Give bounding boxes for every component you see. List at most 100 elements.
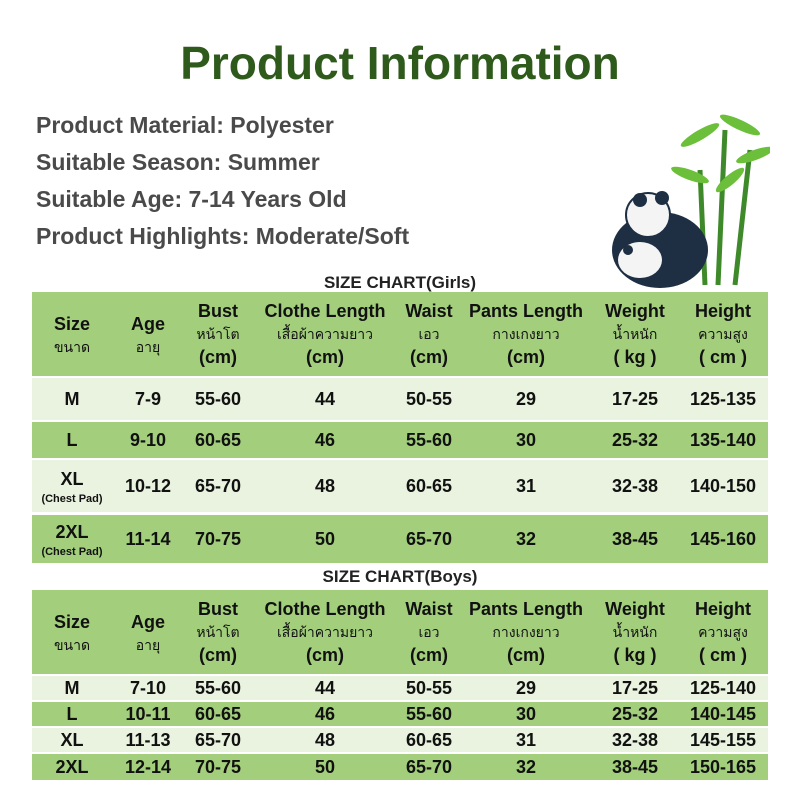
- header-text: ( kg ): [613, 347, 657, 368]
- table-cell: 50-55: [405, 388, 453, 409]
- size-cell: M: [32, 676, 112, 700]
- header-text: ( cm ): [698, 347, 747, 368]
- header-cell: Pants Length กางเกงยาว (cm): [460, 292, 592, 376]
- panda-bamboo-illustration: [612, 114, 770, 288]
- table-caption: SIZE CHART(Boys): [322, 567, 478, 586]
- table-row: L 9-10 60-65 46 55-60 30 25-32 135-140: [32, 422, 768, 458]
- size-text: 2XL: [55, 756, 89, 777]
- size-cell: XL (Chest Pad): [32, 460, 112, 512]
- size-text: XL: [60, 468, 84, 489]
- table-row: 2XL (Chest Pad) 11-14 70-75 50 65-70 32 38-45 14…: [32, 515, 768, 563]
- header-text: ขนาด: [53, 636, 91, 653]
- header-text: (cm): [305, 347, 344, 368]
- header-cell: Waist เอว (cm): [398, 292, 460, 376]
- header-text: Bust: [198, 598, 238, 619]
- header-text: เอว: [418, 325, 440, 342]
- info-line: Product Highlights: Moderate/Soft: [36, 223, 410, 249]
- header-cell: Bust หน้าโต (cm): [184, 590, 252, 674]
- header-text: Pants Length: [468, 598, 583, 619]
- header-text: เสื้อผ้าความยาว: [276, 623, 374, 640]
- header-text: Waist: [405, 300, 453, 321]
- header-text: Weight: [605, 300, 665, 321]
- header-cell: Clothe Length เสื้อผ้าความยาว (cm): [252, 292, 398, 376]
- header-text: ( cm ): [698, 645, 747, 666]
- header-text: Age: [130, 313, 165, 334]
- table-row: 2XL 12-14 70-75 50 65-70 32 38-45 150-165: [32, 754, 768, 780]
- table-cell: 44: [314, 388, 336, 409]
- table-cell: 25-32: [611, 429, 659, 450]
- table-cell: 29: [515, 677, 537, 698]
- table-cell: 11-14: [125, 528, 171, 549]
- table-cell: 135-140: [689, 429, 757, 450]
- table-cell: 65-70: [405, 528, 453, 549]
- size-cell: 2XL: [32, 754, 112, 780]
- table-cell: 30: [515, 429, 537, 450]
- size-text: M: [64, 677, 80, 698]
- size-note: (Chest Pad): [41, 492, 103, 505]
- header-text: กางเกงยาว: [492, 325, 560, 342]
- header-text: Waist: [405, 598, 453, 619]
- header-cell: Weight น้ำหนัก ( kg ): [592, 292, 678, 376]
- table-cell: 145-155: [689, 729, 757, 750]
- header-cell: Age อายุ: [112, 292, 184, 376]
- table-cell: 10-11: [125, 703, 171, 724]
- table-cell: 9-10: [129, 429, 167, 450]
- table-cell: 50: [314, 528, 336, 549]
- table-cell: 32-38: [611, 729, 659, 750]
- header-row: Size ขนาด Age อายุ Bust หน้าโต (cm) Clothe Leng…: [32, 590, 768, 674]
- size-text: 2XL: [55, 521, 89, 542]
- header-text: (cm): [305, 645, 344, 666]
- header-text: (cm): [409, 645, 448, 666]
- header-cell: Bust หน้าโต (cm): [184, 292, 252, 376]
- header-text: อายุ: [135, 338, 161, 355]
- table-cell: 145-160: [689, 528, 757, 549]
- table-cell: 50: [314, 756, 336, 777]
- header-text: Weight: [605, 598, 665, 619]
- header-text: น้ำหนัก: [612, 623, 658, 640]
- header-text: Height: [695, 300, 751, 321]
- header-cell: Size ขนาด: [32, 292, 112, 376]
- size-text: XL: [60, 729, 84, 750]
- table-row: M 7-9 55-60 44 50-55 29 17-25 125-135: [32, 378, 768, 420]
- table-cell: 10-12: [124, 475, 172, 496]
- header-cell: Age อายุ: [112, 590, 184, 674]
- size-cell: XL: [32, 728, 112, 752]
- header-text: หน้าโต: [196, 623, 240, 640]
- table-row: XL 11-13 65-70 48 60-65 31 32-38 145-155: [32, 728, 768, 752]
- table-cell: 150-165: [689, 756, 757, 777]
- table-cell: 60-65: [194, 703, 242, 724]
- header-text: Clothe Length: [264, 598, 386, 619]
- header-text: Age: [130, 611, 165, 632]
- header-text: (cm): [506, 645, 545, 666]
- size-text: L: [66, 703, 78, 724]
- header-cell: Height ความสูง ( cm ): [678, 590, 768, 674]
- table-cell: 70-75: [194, 528, 242, 549]
- size-cell: M: [32, 378, 112, 420]
- header-text: หน้าโต: [196, 325, 240, 342]
- table-cell: 60-65: [405, 729, 453, 750]
- header-text: ความสูง: [698, 325, 748, 342]
- table-cell: 38-45: [611, 756, 659, 777]
- header-text: ( kg ): [613, 645, 657, 666]
- header-cell: Height ความสูง ( cm ): [678, 292, 768, 376]
- size-cell: L: [32, 702, 112, 726]
- table-row: L 10-11 60-65 46 55-60 30 25-32 140-145: [32, 702, 768, 726]
- table-row: XL (Chest Pad) 10-12 65-70 48 60-65 31 32-38 140…: [32, 460, 768, 512]
- table-cell: 46: [314, 703, 336, 724]
- table-cell: 125-135: [689, 388, 757, 409]
- spacer: [0, 0, 1, 1]
- table-cell: 7-9: [134, 388, 161, 409]
- table-caption: SIZE CHART(Girls): [323, 273, 477, 292]
- header-text: Bust: [198, 300, 238, 321]
- table-cell: 30: [515, 703, 537, 724]
- header-cell: Pants Length กางเกงยาว (cm): [460, 590, 592, 674]
- info-line: Product Material: Polyester: [36, 112, 334, 138]
- table-cell: 140-150: [689, 475, 757, 496]
- table-cell: 7-10: [129, 677, 167, 698]
- table-cell: 17-25: [611, 677, 659, 698]
- header-text: Height: [695, 598, 751, 619]
- table-cell: 125-140: [689, 677, 757, 698]
- table-cell: 44: [314, 677, 336, 698]
- table-cell: 12-14: [124, 756, 172, 777]
- table-cell: 55-60: [405, 429, 453, 450]
